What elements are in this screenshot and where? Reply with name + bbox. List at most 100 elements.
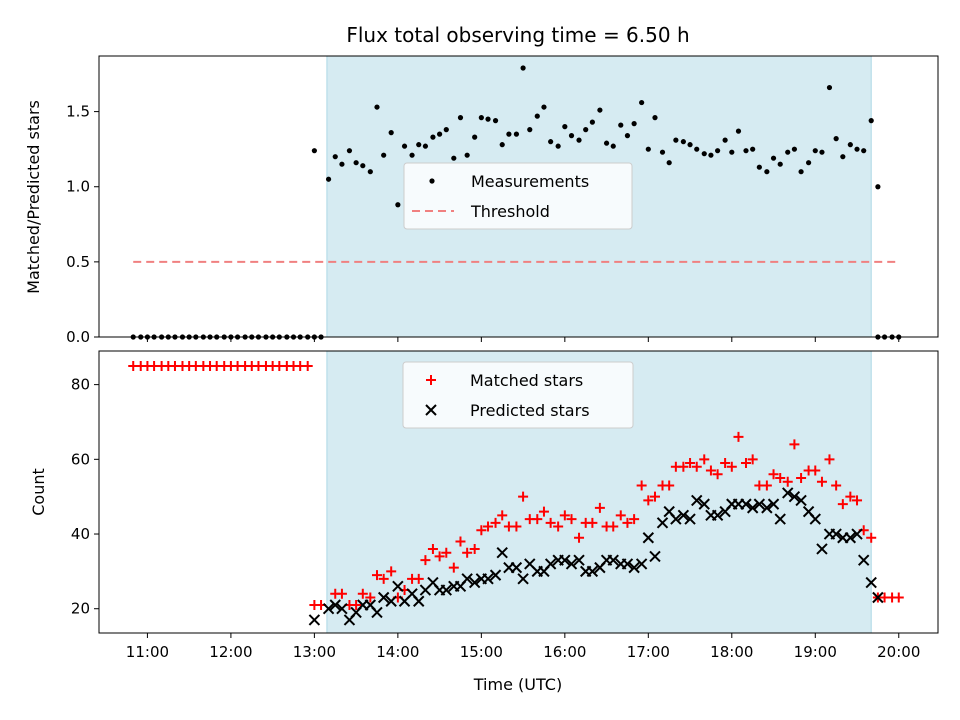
y-tick-label: 0.0	[66, 328, 90, 346]
measurement-point	[534, 113, 540, 119]
measurement-point	[791, 146, 798, 152]
matched-star-point	[378, 573, 389, 584]
measurement-point	[437, 131, 443, 137]
predicted-star-point	[684, 513, 696, 525]
legend-label: Predicted stars	[470, 401, 590, 420]
x-tick-label: 14:00	[376, 643, 419, 661]
matched-star-point	[476, 525, 487, 536]
measurement-point	[492, 118, 499, 124]
predicted-star-point	[635, 558, 648, 570]
matched-star-point	[566, 514, 577, 525]
measurement-point	[639, 99, 645, 106]
count-panel: 20 40 60 80 11:00 12:00 13:00 14:00 15:00 16:00 17…	[71, 350, 939, 661]
predicted-star-point	[607, 554, 619, 566]
legend-label: Measurements	[471, 172, 589, 191]
measurement-point	[743, 148, 749, 154]
y-tick-label: 1.5	[66, 103, 90, 121]
measurement-point	[603, 140, 610, 146]
predicted-star-point	[468, 576, 481, 589]
predicted-star-point	[816, 543, 828, 555]
measurement-point	[819, 149, 825, 155]
predicted-star-point	[830, 528, 842, 540]
measurement-point	[388, 130, 394, 136]
matched-star-point	[469, 543, 480, 554]
legend-label: Threshold	[470, 202, 550, 221]
predicted-star-point	[413, 595, 425, 607]
matched-star-point	[302, 360, 313, 371]
matched-star-point	[441, 547, 452, 558]
legend: Matched stars Predicted stars	[402, 361, 634, 429]
predicted-star-point	[670, 513, 682, 525]
predicted-star-point	[795, 494, 807, 507]
measurement-point	[499, 142, 505, 148]
measurement-point	[687, 142, 693, 148]
measurement-point	[798, 169, 804, 175]
matched-star-point	[622, 517, 633, 528]
measurement-point	[527, 127, 533, 133]
matched-star-point	[664, 480, 675, 491]
measurement-point	[701, 151, 707, 157]
measurement-point	[353, 160, 359, 166]
measurement-point	[367, 169, 373, 175]
matched-star-point	[733, 431, 744, 442]
predicted-star-point	[621, 558, 634, 570]
measurement-point	[520, 65, 526, 71]
measurement-point	[694, 146, 700, 152]
measurement-point	[464, 152, 470, 158]
measurement-point	[770, 155, 777, 161]
measurement-point	[708, 152, 714, 158]
chart-title: Flux total observing time = 6.50 h	[346, 23, 689, 47]
matched-star-point	[852, 495, 863, 506]
measurement-point	[583, 127, 589, 133]
matched-star-point	[351, 599, 362, 610]
measurement-point	[485, 116, 491, 122]
predicted-star-point	[788, 490, 801, 503]
predicted-star-point	[377, 591, 390, 604]
predicted-star-point	[767, 498, 780, 510]
predicted-star-point	[308, 614, 321, 626]
bottom-y-axis-label: Count	[29, 468, 48, 516]
matched-star-point	[705, 465, 716, 476]
measurement-point	[332, 154, 338, 160]
measurement-point	[631, 121, 637, 127]
predicted-star-point	[844, 532, 857, 544]
predicted-star-point	[482, 573, 494, 585]
measurement-point	[325, 176, 332, 182]
measurement-point	[673, 137, 679, 143]
measurement-point	[715, 148, 721, 154]
predicted-star-point	[872, 591, 884, 604]
measurement-point	[840, 154, 846, 160]
matched-star-point	[455, 536, 466, 547]
matched-star-point	[608, 521, 619, 532]
measurement-point	[666, 160, 672, 166]
x-tick-label: 12:00	[209, 643, 252, 661]
matched-star-point	[434, 551, 445, 562]
predicted-star-point	[711, 509, 724, 522]
measurement-point	[756, 164, 762, 170]
predicted-star-point	[677, 509, 690, 522]
matched-star-point	[831, 480, 842, 491]
predicted-star-point	[782, 487, 794, 499]
measurement-point	[847, 142, 853, 148]
measurement-point	[806, 160, 812, 166]
measurement-point	[597, 107, 603, 113]
x-tick-label: 17:00	[627, 643, 670, 661]
measurement-point	[624, 133, 631, 139]
measurement-point	[472, 134, 478, 140]
matched-star-point	[789, 439, 800, 450]
matched-star-point	[594, 502, 605, 513]
matched-star-point	[768, 469, 779, 480]
measurement-point	[645, 146, 651, 152]
matched-star-point	[357, 588, 368, 599]
measurement-point	[659, 149, 666, 155]
matched-star-point	[553, 521, 564, 532]
legend-marker-dot	[429, 178, 435, 184]
matched-star-point	[643, 495, 654, 506]
measurement-point	[374, 104, 380, 110]
measurement-point	[422, 143, 429, 149]
matched-star-point	[816, 476, 827, 487]
measurement-point	[589, 119, 595, 125]
matched-star-point	[371, 570, 382, 581]
predicted-star-point	[865, 576, 877, 589]
